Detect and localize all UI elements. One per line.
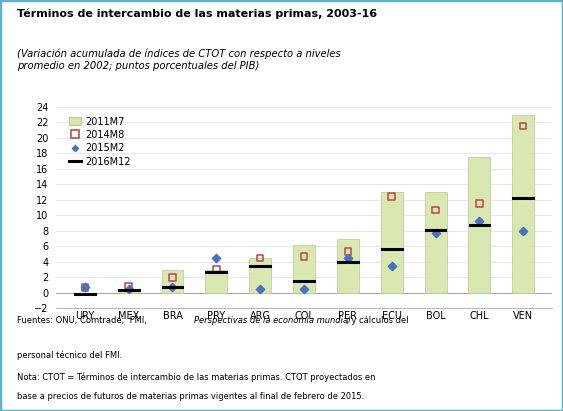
Point [212,254,221,261]
Point [431,207,440,213]
Text: Perspectivas de la economía mundial: Perspectivas de la economía mundial [194,316,351,326]
Point [256,254,265,261]
Point [168,274,177,281]
Point [519,123,528,129]
Point [300,286,309,292]
Point [519,228,528,234]
Point [475,217,484,224]
Bar [293,245,315,293]
Point [168,283,177,290]
Point [212,266,221,273]
Text: (Variación acumulada de índices de CTOT con respecto a niveles
promedio en 2002;: (Variación acumulada de índices de CTOT … [17,48,341,71]
Point [256,286,265,292]
Bar [205,270,227,293]
Point [300,253,309,260]
Point [81,284,90,291]
Bar [74,293,96,294]
Text: base a precios de futuros de materias primas vigentes al final de febrero de 201: base a precios de futuros de materias pr… [17,393,364,402]
Text: personal técnico del FMI.: personal técnico del FMI. [17,351,122,360]
Bar [512,115,534,293]
Point [387,263,396,270]
Legend: 2011M7, 2014M8, 2015M2, 2016M12: 2011M7, 2014M8, 2015M2, 2016M12 [66,114,134,170]
Bar [118,289,140,293]
Text: Fuentes: ONU, Comtrade;  FMI,: Fuentes: ONU, Comtrade; FMI, [17,316,149,326]
Bar [381,192,403,293]
Point [387,194,396,200]
Point [81,284,90,291]
Bar [162,270,184,293]
Bar [468,157,490,293]
Text: Términos de intercambio de las materias primas, 2003-16: Términos de intercambio de las materias … [17,8,377,19]
Point [475,201,484,207]
Point [343,248,352,255]
Text: ; y cálculos del: ; y cálculos del [346,316,409,326]
Bar [249,258,271,293]
Text: Nota: CTOT = Términos de intercambio de las materias primas. CTOT proyectados en: Nota: CTOT = Términos de intercambio de … [17,372,376,382]
Point [343,254,352,261]
Point [124,282,133,289]
Bar [337,238,359,293]
Bar [425,192,446,293]
Point [431,230,440,236]
Point [124,286,133,292]
